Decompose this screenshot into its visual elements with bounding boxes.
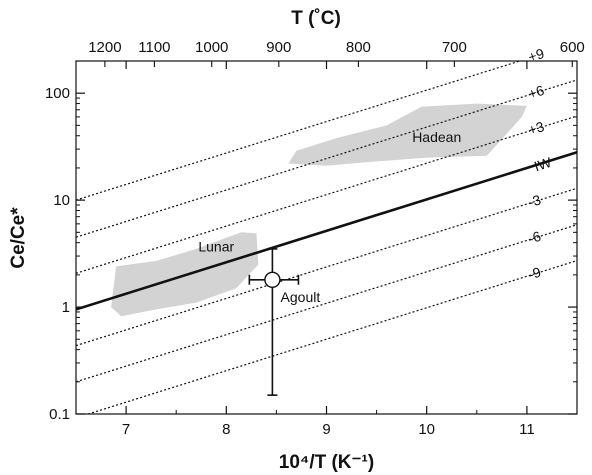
- line-fo2-plus9: [76, 61, 522, 201]
- line-fo2-plus6-label: +6: [526, 82, 546, 102]
- bottom-tick-label: 10: [418, 421, 435, 438]
- region-hadean: [288, 103, 527, 166]
- agoult-point: [264, 271, 281, 288]
- line-fo2-plus6: [76, 79, 577, 238]
- top-tick-label: 1200: [88, 39, 121, 56]
- bottom-tick-label: 7: [122, 421, 130, 438]
- line-iw-label: IW: [532, 154, 554, 175]
- axes-layer: 7 8 9 10 11 1200 1100 1000 900 800 700 600 0.1 1 10 100: [45, 39, 585, 438]
- top-tick-label: 900: [266, 39, 291, 56]
- y-axis-title: Ce/Ce*: [8, 207, 29, 269]
- top-tick-label: 1100: [138, 39, 170, 56]
- x-axis-title-top: T (˚C): [291, 8, 341, 29]
- region-hadean-label: Hadean: [412, 129, 461, 145]
- line-fo2-minus9: [86, 259, 577, 414]
- line-fo2-plus9-label: +9: [526, 45, 546, 65]
- region-lunar-label: Lunar: [198, 239, 234, 255]
- x-axis-title-bottom: 10⁴/T (K⁻¹): [279, 452, 374, 473]
- y-tick-label: 0.1: [49, 406, 70, 423]
- points-layer: [248, 248, 300, 396]
- top-tick-label: 800: [346, 39, 371, 56]
- top-tick-label: 1000: [195, 39, 228, 56]
- line-fo2-minus6: [76, 224, 577, 383]
- agoult-label: Agoult: [281, 289, 321, 305]
- line-fo2-minus6-label: -6: [526, 228, 543, 247]
- top-tick-label: 600: [560, 39, 585, 56]
- line-fo2-minus3-label: -3: [526, 191, 543, 210]
- line-fo2-plus3: [76, 115, 577, 274]
- lines-layer: [76, 61, 577, 414]
- line-fo2-minus9-label: -9: [526, 264, 543, 283]
- bottom-tick-label: 8: [222, 421, 230, 438]
- y-tick-label: 1: [62, 299, 70, 316]
- regions-layer: [111, 103, 527, 317]
- y-tick-label: 10: [53, 192, 70, 209]
- line-iw: [76, 150, 577, 311]
- line-fo2-plus3-label: +3: [526, 118, 546, 138]
- bottom-tick-label: 11: [519, 421, 535, 438]
- bottom-tick-label: 9: [322, 421, 330, 438]
- line-fo2-minus3: [76, 187, 577, 347]
- y-tick-label: 100: [45, 85, 70, 102]
- labels-layer: IW +9 +6 +3 -3 -6 -9 Hadean Lunar Agoult: [198, 45, 554, 305]
- top-tick-label: 700: [442, 39, 467, 56]
